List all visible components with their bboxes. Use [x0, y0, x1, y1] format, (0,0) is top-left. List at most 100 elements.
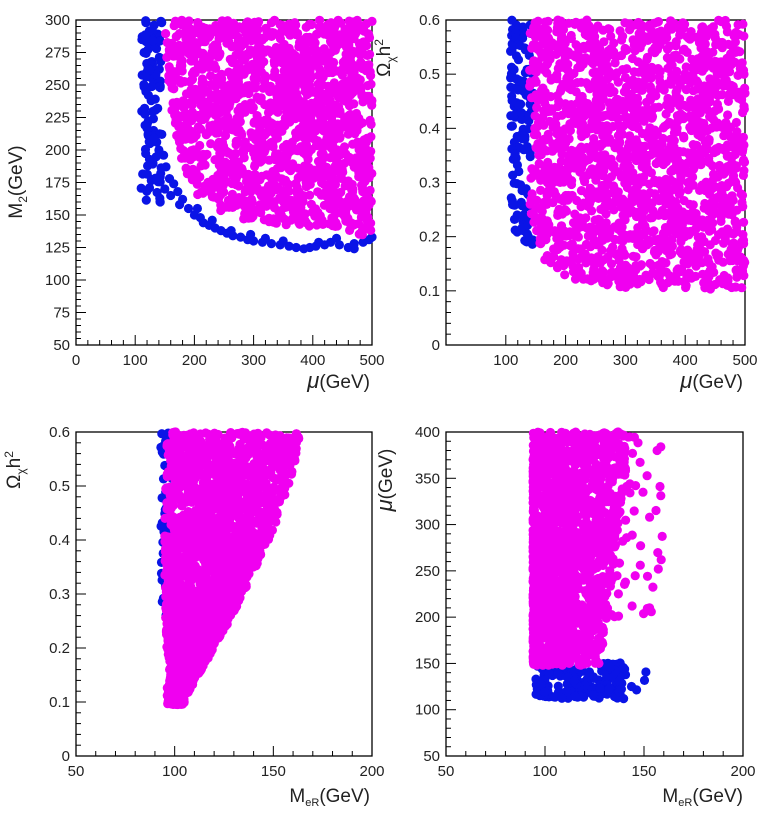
- data-point: [610, 196, 620, 206]
- data-point: [173, 50, 184, 60]
- data-point: [628, 233, 638, 243]
- data-point: [529, 130, 540, 140]
- data-point: [275, 160, 286, 170]
- data-point: [506, 82, 516, 92]
- data-point: [701, 271, 711, 281]
- data-point: [559, 139, 569, 149]
- data-point: [141, 195, 151, 205]
- data-point: [610, 58, 620, 68]
- y-tick-label: 150: [45, 207, 70, 224]
- data-point: [676, 109, 686, 119]
- data-point: [251, 182, 261, 192]
- data-point: [563, 59, 573, 69]
- data-point: [144, 183, 155, 193]
- data-point: [161, 28, 171, 39]
- data-point: [727, 191, 737, 201]
- data-point: [666, 175, 676, 185]
- data-point: [189, 66, 199, 76]
- data-point: [231, 136, 241, 146]
- data-point: [145, 65, 155, 75]
- data-point: [525, 81, 535, 91]
- data-point: [587, 117, 597, 127]
- y-tick-label: 300: [45, 12, 70, 29]
- data-point: [224, 148, 234, 158]
- data-point: [663, 93, 673, 104]
- data-point: [323, 168, 333, 178]
- data-point: [553, 163, 563, 173]
- y-tick-label: 0.5: [419, 66, 440, 83]
- data-point: [249, 118, 259, 128]
- data-point: [565, 119, 575, 129]
- data-point: [193, 18, 203, 28]
- data-point: [723, 110, 733, 120]
- data-point: [739, 31, 749, 41]
- data-point: [180, 134, 190, 144]
- data-point: [704, 258, 714, 268]
- data-point: [314, 22, 325, 32]
- data-point: [633, 98, 643, 108]
- data-point: [278, 236, 288, 246]
- data-point: [226, 226, 236, 236]
- data-point: [556, 30, 567, 40]
- data-point: [201, 87, 211, 97]
- data-point: [638, 162, 648, 172]
- data-point: [148, 114, 158, 124]
- data-point: [345, 85, 355, 95]
- data-point: [567, 163, 578, 173]
- data-point: [360, 167, 370, 177]
- data-point: [245, 206, 255, 216]
- y-tick-label: 0.1: [419, 283, 440, 300]
- data-point: [602, 61, 612, 71]
- data-point: [250, 83, 260, 93]
- data-point: [509, 178, 519, 188]
- data-point: [331, 233, 342, 243]
- data-point: [175, 75, 185, 86]
- data-point: [307, 55, 317, 65]
- data-point: [682, 271, 692, 281]
- y-tick-label: 0.4: [419, 120, 440, 137]
- data-point: [692, 259, 702, 270]
- data-point: [223, 120, 233, 130]
- axis-ticks: 0 100 200 300 400 500507510012515017520022525…: [45, 12, 385, 369]
- data-point: [651, 36, 661, 46]
- data-point: [167, 73, 177, 83]
- data-point: [665, 41, 675, 51]
- data-point: [282, 47, 292, 57]
- data-point: [514, 100, 524, 110]
- data-point: [593, 240, 603, 250]
- data-point: [546, 75, 556, 85]
- data-point: [610, 143, 620, 153]
- data-point: [216, 166, 226, 176]
- data-point: [335, 173, 346, 183]
- data-point: [725, 82, 735, 92]
- data-point: [644, 235, 654, 245]
- data-point: [691, 224, 701, 234]
- data-point: [635, 19, 645, 29]
- data-point: [231, 179, 241, 190]
- data-point: [337, 85, 347, 95]
- data-point: [529, 217, 539, 227]
- data-point: [687, 111, 698, 121]
- data-point: [739, 104, 749, 114]
- data-point: [331, 193, 341, 203]
- data-point: [184, 16, 194, 26]
- data-point: [699, 148, 710, 158]
- data-point: [173, 187, 183, 197]
- data-point: [282, 139, 292, 150]
- data-point: [588, 38, 598, 48]
- data-point: [547, 146, 558, 156]
- data-point: [643, 132, 653, 143]
- data-point: [568, 248, 578, 258]
- y-tick-label: 0.6: [419, 12, 440, 29]
- data-point: [231, 148, 241, 159]
- data-point: [725, 256, 735, 266]
- data-point: [288, 87, 298, 97]
- data-point: [187, 175, 197, 185]
- data-point: [284, 160, 294, 170]
- data-point: [668, 213, 678, 223]
- data-point: [314, 237, 324, 247]
- data-point: [254, 57, 264, 67]
- data-point: [590, 215, 600, 225]
- data-point: [620, 208, 630, 218]
- data-point: [233, 77, 243, 87]
